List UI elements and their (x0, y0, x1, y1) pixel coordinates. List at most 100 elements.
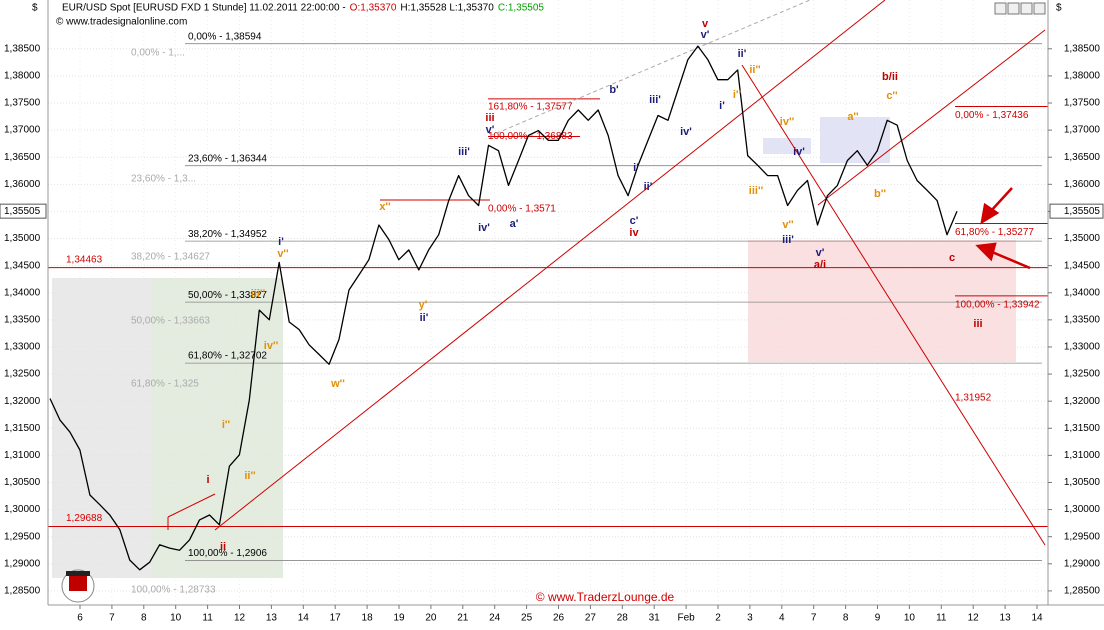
grid (48, 0, 1048, 605)
fib-label: 0,00% - 1,38594 (188, 31, 262, 42)
red-level-label: 0,00% - 1,37436 (955, 110, 1029, 121)
wave-label: iii' (649, 94, 661, 106)
y-tick-label: 1,34000 (1064, 287, 1101, 298)
window-controls (994, 2, 1046, 15)
x-tick-label: 8 (141, 613, 147, 624)
ohlc-value: H:1,35528 L:1,35370 (400, 3, 494, 14)
fib-label-old: 100,00% - 1,28733 (131, 585, 216, 596)
wave-label: i'' (222, 419, 231, 431)
wave-label: v' (701, 29, 710, 41)
trend-lines (167, 0, 1046, 546)
wave-label: i' (633, 162, 639, 174)
x-tick-label: 18 (362, 613, 374, 624)
wave-label: v' (816, 247, 825, 259)
wave-label: iii'' (749, 185, 764, 197)
wave-label: iii (973, 318, 982, 330)
y-tick-label: 1,29500 (4, 531, 41, 542)
y-tick-label: 1,36500 (4, 152, 41, 163)
x-tick-label: 2 (715, 613, 721, 624)
wave-label: b/ii (882, 71, 898, 83)
price-tag-label: 1,35505 (4, 206, 41, 217)
y-tick-label: 1,34500 (1064, 260, 1101, 271)
red-level-label: 100,00% - 1,33942 (955, 300, 1040, 311)
wave-label: c' (630, 215, 639, 227)
y-tick-label: 1,30000 (1064, 504, 1101, 515)
x-tick-label: 12 (234, 613, 246, 624)
wave-label: a'' (847, 111, 859, 123)
window-button[interactable] (1007, 2, 1020, 15)
wave-label: ii'' (244, 470, 256, 482)
x-tick-label: 19 (393, 613, 405, 624)
wave-label: x'' (379, 201, 391, 213)
wave-label: i' (278, 236, 284, 248)
y-tick-label: 1,38500 (4, 43, 41, 54)
y-tick-label: 1,36500 (1064, 152, 1101, 163)
source: © www.tradesignalonline.com (56, 17, 187, 28)
x-tick-label: 6 (77, 613, 83, 624)
window-button[interactable] (1033, 2, 1046, 15)
price-tag-label: 1,35505 (1064, 206, 1101, 217)
logo-hat (66, 571, 90, 576)
wave-label: iv'' (264, 340, 279, 352)
y-tick-label: 1,32000 (1064, 396, 1101, 407)
fib-label: 38,20% - 1,34952 (188, 229, 267, 240)
x-tick-label: 21 (457, 613, 469, 624)
y-tick-label: 1,29000 (4, 558, 41, 569)
x-tick-label: 28 (617, 613, 629, 624)
y-tick-label: 1,28500 (4, 586, 41, 597)
y-tick-label: 1,33000 (4, 342, 41, 353)
red-level-label: 61,80% - 1,35277 (955, 227, 1034, 238)
wave-label: v (702, 18, 709, 30)
window-button[interactable] (1020, 2, 1033, 15)
x-tick-label: 10 (904, 613, 916, 624)
price-tag (1049, 203, 1104, 219)
fib-label: 50,00% - 1,33827 (188, 290, 267, 301)
price-tag (0, 203, 47, 219)
watermark: © www.TraderzLounge.de (536, 590, 675, 604)
x-tick-label: 25 (521, 613, 533, 624)
arrow-head (980, 202, 1000, 225)
x-tick-label: 11 (202, 613, 213, 624)
y-tick-label: 1,37500 (1064, 98, 1101, 109)
y-tick-label: 1,30500 (1064, 477, 1101, 488)
dashed-line (489, 0, 811, 137)
wave-label: iv'' (780, 116, 795, 128)
trend-line (167, 493, 216, 518)
y-tick-label: 1,31500 (4, 423, 41, 434)
fib-label-old: 50,00% - 1,33663 (131, 316, 210, 327)
y-tick-label: 1,33000 (1064, 342, 1101, 353)
y-tick-label: 1,30000 (4, 504, 41, 515)
arrow-head (975, 242, 997, 262)
y-tick-label: 1,38000 (1064, 71, 1101, 82)
y-tick-label: 1,32000 (4, 396, 41, 407)
trend-line (214, 0, 886, 531)
x-tick-label: 27 (585, 613, 597, 624)
y-tick-label: 1,38500 (1064, 43, 1101, 54)
fib-label: 61,80% - 1,32702 (188, 351, 267, 362)
wave-label: ii' (738, 48, 747, 60)
x-tick-label: 4 (779, 613, 785, 624)
wave-label: i (206, 474, 209, 486)
y-tick-label: 1,29500 (1064, 531, 1101, 542)
x-tick-label: 7 (109, 613, 115, 624)
x-tick-label: 14 (298, 613, 310, 624)
red-level-label: 1,29688 (66, 513, 103, 524)
wave-label: ii'' (749, 64, 761, 76)
x-tick-label: 12 (968, 613, 980, 624)
wave-label: iv' (680, 126, 692, 138)
y-tick-label: 1,38000 (4, 71, 41, 82)
y-tick-label: 1,33500 (4, 314, 41, 325)
wave-label: v' (486, 124, 495, 136)
trend-line (741, 64, 1046, 546)
y-tick-label: 1,33500 (1064, 314, 1101, 325)
window-button[interactable] (994, 2, 1007, 15)
y-tick-label: 1,35000 (4, 233, 41, 244)
wave-label: iii' (458, 146, 470, 158)
y-tick-label: 1,32500 (1064, 369, 1101, 380)
y-tick-label: 1,36000 (1064, 179, 1101, 190)
y-tick-label: 1,36000 (4, 179, 41, 190)
x-tick-label: 9 (875, 613, 881, 624)
